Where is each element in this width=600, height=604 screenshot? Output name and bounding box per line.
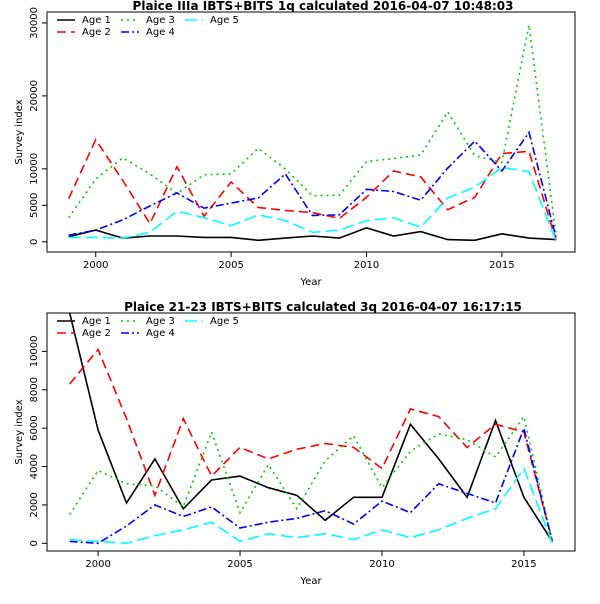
x-tick-label: 2000 [83, 260, 108, 271]
legend-label: Age 3 [146, 316, 175, 327]
chart-panel-1: Plaice IIIa IBTS+BITS 1q calculated 2016… [14, 0, 576, 288]
y-axis-label: Survey index [14, 99, 25, 164]
x-tick-label: 2005 [227, 559, 252, 570]
x-tick-label: 2015 [489, 260, 514, 271]
series-line-age-5 [68, 166, 557, 242]
x-axis-label: Year [299, 576, 322, 587]
series-line-age-2 [67, 138, 557, 241]
series-line-age-3 [68, 24, 557, 236]
chart-panel-2: Plaice 21-23 IBTS+BITS calculated 3q 201… [14, 300, 576, 587]
legend-label: Age 5 [210, 15, 239, 26]
plot-frame [46, 11, 576, 253]
y-tick-label: 0 [29, 540, 40, 546]
series-line-age-1 [68, 227, 557, 242]
chart-title: Plaice 21-23 IBTS+BITS calculated 3q 201… [124, 300, 522, 314]
series-line-age-1 [68, 312, 553, 542]
y-tick-label: 20000 [29, 80, 40, 112]
series-line-age-5 [69, 466, 554, 545]
legend-label: Age 5 [210, 316, 239, 327]
y-tick-label: 10000 [29, 153, 40, 185]
legend-label: Age 4 [146, 27, 175, 38]
x-axis-label: Year [299, 277, 322, 288]
y-tick-label: 30000 [29, 7, 40, 39]
y-tick-label: 8000 [29, 377, 40, 402]
x-tick-label: 2000 [85, 559, 110, 570]
legend-label: Age 1 [82, 316, 111, 327]
legend-label: Age 3 [146, 15, 175, 26]
legend-label: Age 4 [146, 328, 175, 339]
y-tick-label: 10000 [29, 335, 40, 367]
series-line-age-4 [68, 130, 557, 238]
series-line-age-4 [69, 425, 554, 545]
y-tick-label: 2000 [29, 492, 40, 517]
series-line-age-2 [69, 347, 554, 542]
y-tick-label: 0 [29, 239, 40, 245]
chart-title: Plaice IIIa IBTS+BITS 1q calculated 2016… [133, 0, 514, 13]
plot-frame [46, 312, 576, 552]
y-tick-label: 4000 [29, 454, 40, 479]
x-tick-label: 2010 [354, 260, 379, 271]
legend-label: Age 2 [82, 27, 111, 38]
y-tick-label: 5000 [29, 193, 40, 218]
x-tick-label: 2005 [218, 260, 243, 271]
y-tick-label: 6000 [29, 415, 40, 440]
x-tick-label: 2015 [511, 559, 536, 570]
y-axis-label: Survey index [14, 399, 25, 464]
legend-label: Age 2 [82, 328, 111, 339]
x-tick-label: 2010 [369, 559, 394, 570]
legend-label: Age 1 [82, 15, 111, 26]
